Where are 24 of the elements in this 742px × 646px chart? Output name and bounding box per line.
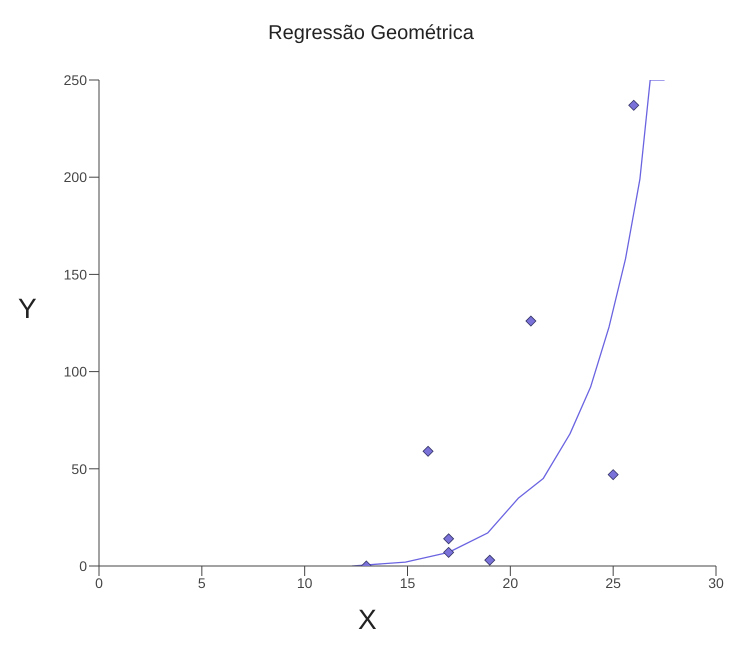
x-tick-label: 20 (502, 574, 518, 591)
point (443, 546, 454, 558)
y-tick-label: 250 (64, 72, 88, 88)
point (608, 469, 619, 480)
x-tick-label: 15 (400, 574, 416, 591)
x-tick-label: 30 (708, 574, 724, 591)
y-axis-title: Y (18, 293, 37, 325)
point (443, 533, 454, 544)
x-tick-label: 0 (95, 574, 104, 591)
x-tick-label: 5 (198, 574, 206, 591)
point (484, 554, 496, 566)
y-tick-label: 150 (64, 266, 88, 282)
x-tick-label: 25 (605, 574, 622, 591)
point (526, 316, 536, 326)
y-tick-label: 0 (79, 558, 88, 574)
point (422, 446, 434, 457)
y-tick-label: 50 (71, 460, 88, 477)
chart-title: Regressão Geométrica (267, 22, 475, 45)
line-series (351, 80, 666, 566)
x-tick-label: 10 (296, 574, 313, 591)
x-axis-title: X (358, 604, 377, 636)
point (628, 100, 640, 111)
y-tick-label: 200 (64, 169, 88, 186)
y-tick-label: 100 (64, 364, 88, 380)
